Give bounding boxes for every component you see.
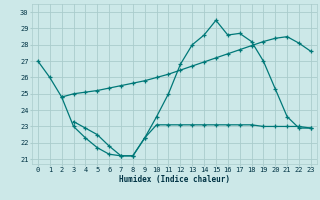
X-axis label: Humidex (Indice chaleur): Humidex (Indice chaleur) [119, 175, 230, 184]
